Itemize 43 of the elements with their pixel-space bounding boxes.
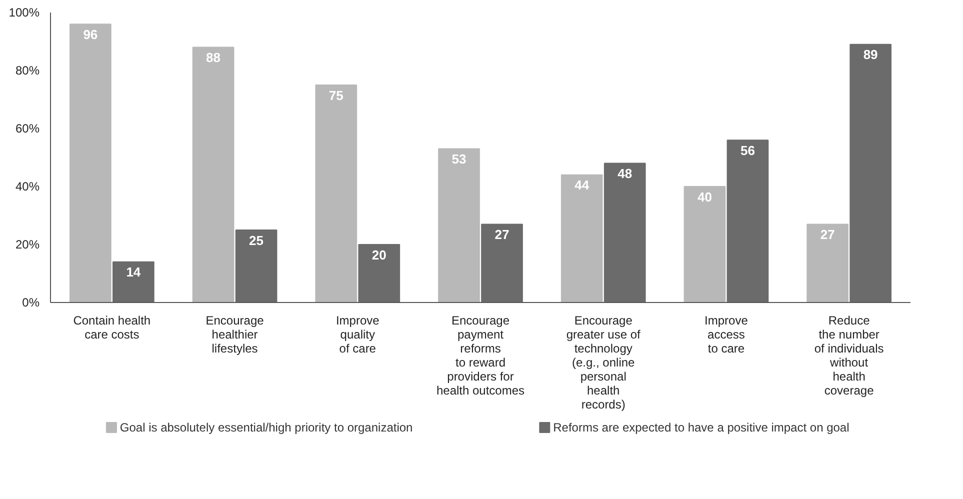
bar	[192, 46, 234, 302]
bar	[112, 261, 154, 302]
data-label: 27	[820, 227, 835, 242]
bar	[806, 224, 848, 302]
bar	[604, 162, 646, 302]
legend-label: Goal is absolutely essential/high priority to organization	[120, 420, 413, 434]
data-label: 75	[328, 88, 344, 103]
y-tick-label: 100%	[8, 6, 40, 20]
x-tick-label: Improve quality of care	[336, 314, 380, 356]
bar	[358, 244, 400, 302]
legend-label: Reforms are expected to have a positive impact on goal	[553, 420, 850, 434]
y-tick-label: 60%	[15, 122, 40, 136]
data-label: 89	[863, 47, 878, 62]
data-label: 20	[372, 247, 386, 262]
data-label: 27	[494, 227, 510, 242]
x-tick-label: Encourage greater use of technology (e.g., online personal health records)	[566, 314, 642, 412]
bar	[726, 140, 769, 302]
y-tick-label: 20%	[15, 238, 40, 252]
bar	[481, 224, 523, 302]
bar	[315, 84, 358, 302]
data-label: 56	[740, 142, 755, 158]
x-tick-label: Encourage healthier lifestyles	[206, 314, 264, 356]
x-tick-label: Improve access to care	[704, 314, 748, 356]
y-tick-label: 0%	[22, 296, 40, 310]
x-tick-label: Reduce the number of individuals without health coverage	[814, 314, 884, 398]
data-label: 14	[126, 264, 142, 280]
data-label: 44	[574, 178, 590, 193]
x-tick-label: Encourage payment reforms to reward providers for health outcomes	[436, 314, 525, 398]
bar	[235, 230, 278, 302]
bar	[684, 186, 726, 302]
data-label: 48	[618, 166, 632, 182]
bar	[560, 174, 603, 302]
data-label: 88	[206, 50, 221, 66]
data-label: 53	[452, 152, 466, 167]
data-label: 96	[83, 26, 98, 42]
bar	[438, 148, 480, 302]
x-tick-label: Contain health care costs	[73, 314, 151, 342]
bar	[70, 24, 112, 302]
y-tick-label: 40%	[15, 180, 40, 194]
data-label: 40	[697, 189, 712, 204]
y-tick-label: 80%	[15, 64, 40, 78]
bar	[850, 44, 892, 302]
data-label: 25	[249, 232, 264, 248]
